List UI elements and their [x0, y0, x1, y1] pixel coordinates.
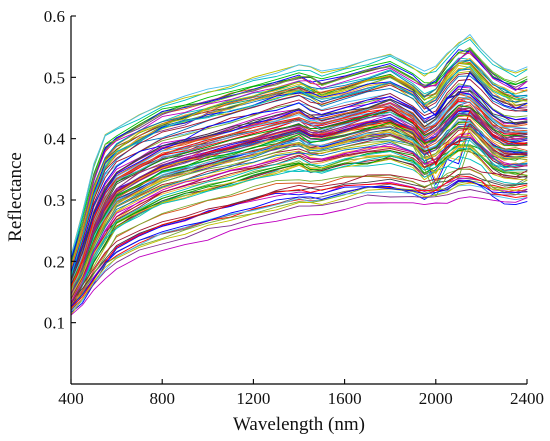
spectrum-line: [70, 51, 528, 269]
y-tick-label: 0.3: [44, 191, 65, 210]
y-axis-label: Reflectance: [5, 152, 26, 242]
spectrum-line: [70, 166, 528, 305]
plot-area: [70, 34, 528, 316]
spectrum-line: [70, 168, 528, 308]
spectrum-line: [70, 126, 528, 291]
spectrum-line: [70, 85, 528, 277]
spectrum-line: [70, 182, 528, 316]
spectrum-line: [70, 173, 528, 303]
spectrum-line: [70, 59, 528, 267]
spectrum-line: [70, 114, 528, 296]
x-tick-label: 1600: [328, 389, 362, 408]
x-ticks: 400 800 1200 1600 2000 2400: [58, 379, 544, 408]
spectrum-line: [70, 149, 528, 308]
spectrum-line: [70, 62, 528, 268]
spectrum-line: [70, 34, 528, 257]
y-tick-label: 0.2: [44, 252, 65, 271]
spectrum-line: [70, 70, 528, 275]
spectrum-line: [70, 105, 528, 287]
x-axis-label: Wavelength (nm): [233, 414, 365, 435]
spectrum-line: [70, 180, 528, 308]
x-tick-label: 800: [149, 389, 175, 408]
spectrum-line: [70, 147, 528, 306]
spectrum-line: [70, 68, 528, 272]
spectrum-line: [70, 96, 528, 283]
x-tick-label: 2400: [510, 389, 544, 408]
spectrum-line: [70, 38, 528, 260]
spectrum-line: [70, 140, 528, 305]
spectrum-line: [70, 49, 528, 266]
spectrum-line: [70, 189, 528, 311]
spectrum-line: [70, 175, 528, 309]
spectrum-line: [70, 66, 528, 278]
y-tick-label: 0.1: [44, 314, 65, 333]
spectrum-line: [70, 48, 528, 263]
spectrum-line: [70, 133, 528, 304]
spectrum-line: [70, 90, 528, 282]
spectrum-line: [70, 57, 528, 268]
spectrum-line: [70, 137, 528, 296]
y-tick-label: 0.4: [44, 130, 66, 149]
y-tick-label: 0.6: [44, 7, 65, 26]
x-tick-label: 1200: [236, 389, 270, 408]
spectrum-line: [70, 120, 528, 291]
x-tick-label: 2000: [419, 389, 453, 408]
spectrum-line: [70, 68, 528, 272]
spectrum-line: [70, 196, 528, 316]
spectrum-line: [70, 107, 528, 296]
spectrum-line: [70, 47, 528, 269]
spectrum-line: [70, 118, 528, 290]
spectrum-line: [70, 101, 528, 292]
spectrum-line: [70, 97, 528, 290]
spectrum-line: [70, 88, 528, 279]
x-tick-label: 400: [58, 389, 84, 408]
spectrum-line: [70, 104, 528, 296]
spectrum-line: [70, 61, 528, 270]
spectrum-line: [70, 113, 528, 296]
spectrum-line: [70, 49, 528, 260]
spectrum-line: [70, 79, 528, 284]
y-tick-label: 0.5: [44, 68, 65, 87]
spectrum-line: [70, 91, 528, 282]
spectrum-line: [70, 146, 528, 298]
spectrum-line: [70, 108, 528, 292]
spectrum-line: [70, 136, 528, 303]
y-ticks: 0.1 0.2 0.3 0.4 0.5 0.6: [44, 7, 76, 333]
spectrum-line: [70, 156, 528, 303]
